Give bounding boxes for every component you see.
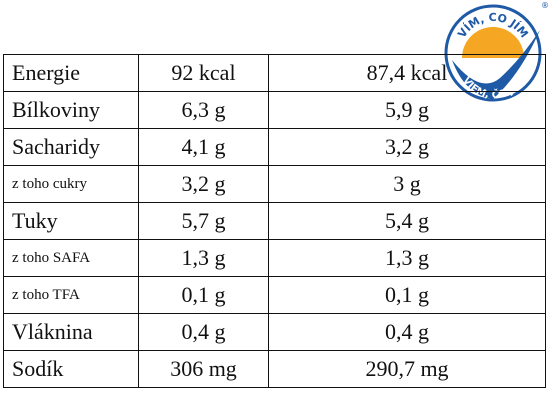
nutrient-name: z toho cukry xyxy=(3,165,139,203)
table-row: Tuky 5,7 g 5,4 g xyxy=(3,202,546,240)
table-row: Vláknina 0,4 g 0,4 g xyxy=(3,313,546,351)
nutrient-value: 1,3 g xyxy=(268,239,546,277)
nutrient-value: 0,1 g xyxy=(268,276,546,314)
logo-sun xyxy=(462,27,524,58)
nutrient-value: 0,1 g xyxy=(138,276,269,314)
nutrient-value: 5,7 g xyxy=(138,202,269,240)
table-row: z toho TFA 0,1 g 0,1 g xyxy=(3,276,546,314)
nutrient-name: Sodík xyxy=(3,350,139,388)
nutrient-value: 3,2 g xyxy=(138,165,269,203)
table-body: Energie 92 kcal 87,4 kcal Bílkoviny 6,3 g 5,9… xyxy=(3,54,546,388)
nutrient-value: 4,1 g xyxy=(138,128,269,166)
table-row: Sodík 306 mg 290,7 mg xyxy=(3,350,546,388)
nutrient-name: z toho SAFA xyxy=(3,239,139,277)
nutrient-value: 3 g xyxy=(268,165,546,203)
nutrient-value: 6,3 g xyxy=(138,91,269,129)
nutrient-name: z toho TFA xyxy=(3,276,139,314)
nutrient-value: 0,4 g xyxy=(138,313,269,351)
logo-mark: ® xyxy=(541,1,549,10)
table-row: Bílkoviny 6,3 g 5,9 g xyxy=(3,91,546,129)
nutrient-value: 0,4 g xyxy=(268,313,546,351)
nutrient-name: Vláknina xyxy=(3,313,139,351)
nutrient-value: 3,2 g xyxy=(268,128,546,166)
nutrient-value: 5,9 g xyxy=(268,91,546,129)
nutrient-name: Tuky xyxy=(3,202,139,240)
nutrition-table: Energie 92 kcal 87,4 kcal Bílkoviny 6,3 g 5,9… xyxy=(3,54,546,388)
nutrient-value: 87,4 kcal xyxy=(268,54,546,92)
nutrient-value: 1,3 g xyxy=(138,239,269,277)
nutrient-value: 5,4 g xyxy=(268,202,546,240)
nutrient-name: Sacharidy xyxy=(3,128,139,166)
nutrient-name: Energie xyxy=(3,54,139,92)
nutrient-value: 92 kcal xyxy=(138,54,269,92)
nutrient-value: 306 mg xyxy=(138,350,269,388)
table-row: z toho SAFA 1,3 g 1,3 g xyxy=(3,239,546,277)
table-row: Sacharidy 4,1 g 3,2 g xyxy=(3,128,546,166)
nutrient-value: 290,7 mg xyxy=(268,350,546,388)
nutrient-name: Bílkoviny xyxy=(3,91,139,129)
table-row: Energie 92 kcal 87,4 kcal xyxy=(3,54,546,92)
